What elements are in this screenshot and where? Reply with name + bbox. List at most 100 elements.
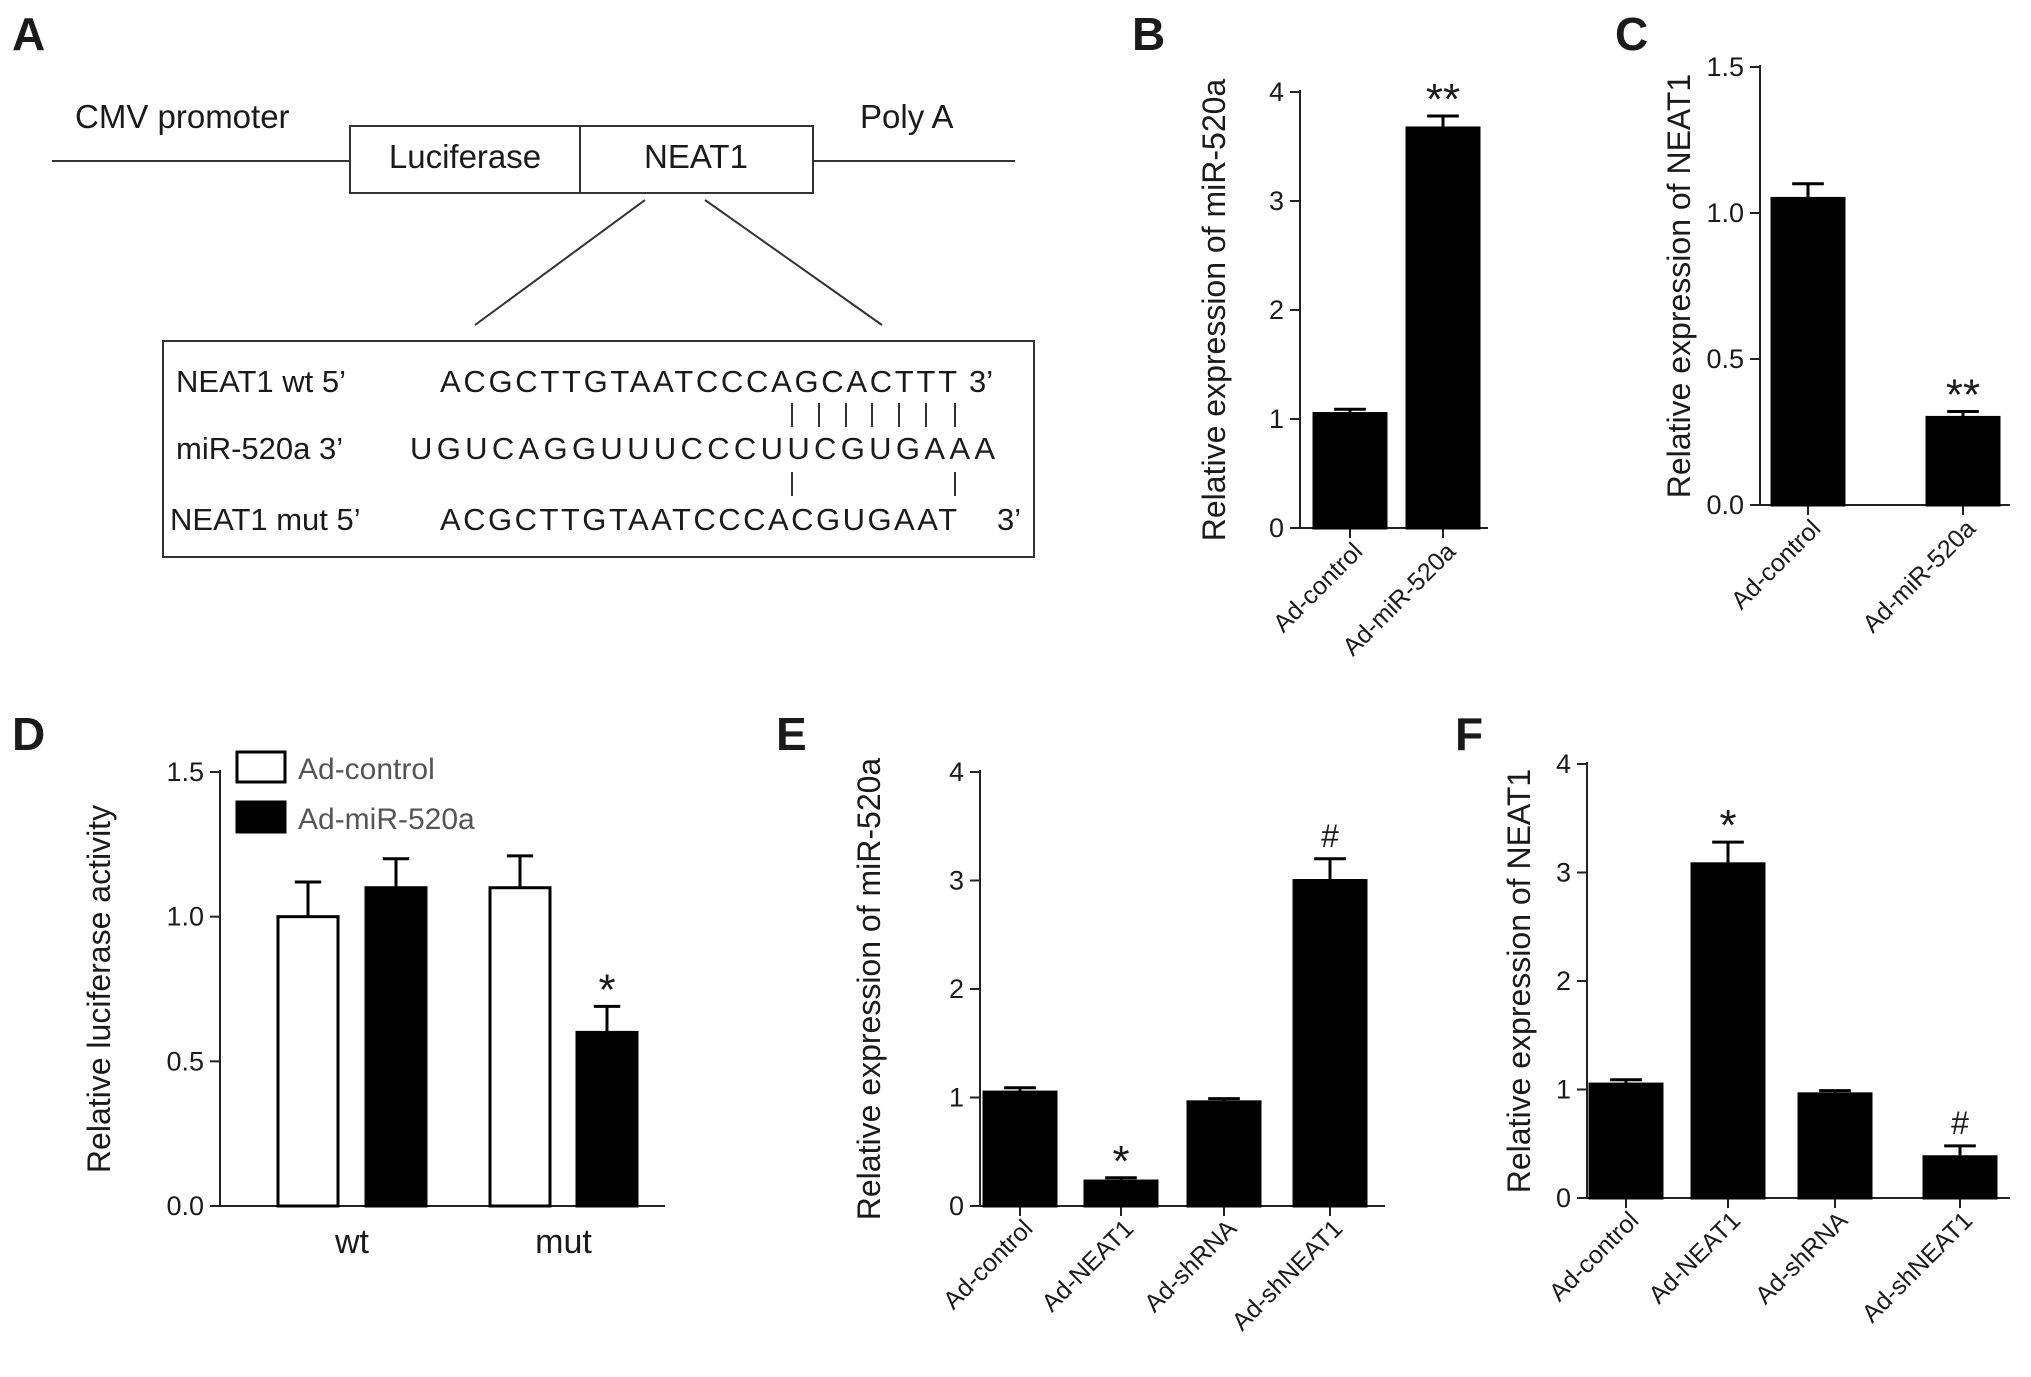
bar [1588,1082,1664,1200]
bar [1925,415,2001,507]
y-axis-title: Relative expression of NEAT1 [1501,769,1537,1193]
y-tick-label: 0.0 [1706,490,1744,520]
y-axis-title: Relative expression of NEAT1 [1661,74,1697,498]
y-tick-label: 0.5 [1706,344,1744,374]
bar [1922,1155,1998,1200]
zoom-line-left [474,199,646,326]
x-category-label: Ad-control [1726,514,1826,614]
y-tick-label: 0 [1556,1183,1571,1213]
legend-label: Ad-miR-520a [298,803,475,836]
y-tick-label: 2 [1556,966,1571,996]
significance-mark: * [1719,801,1736,850]
luciferase-box-label: Luciferase [389,138,541,175]
significance-mark: * [1112,1137,1129,1186]
y-tick-label: 2 [949,974,964,1004]
panel-b-label: B [1132,8,1165,60]
x-category-label: Ad-control [1268,537,1368,637]
cmv-promoter-label: CMV promoter [75,98,290,135]
panel-e-chart: E 0 1 2 3 4 Relative expression of miR-520a Ad-… [776,708,1385,1336]
bar [1690,862,1766,1200]
y-tick-label: 1 [949,1083,964,1113]
wt-pairing-ticks [791,403,956,427]
significance-mark: # [1321,818,1339,854]
mut-pairing-ticks [791,472,956,496]
seq-row-mut-end: 3’ [997,502,1021,537]
y-tick-label: 0.5 [166,1046,204,1076]
significance-mark: # [1951,1105,1969,1141]
luciferase-box [349,125,581,194]
legend-label: Ad-control [298,753,435,786]
y-tick-label: 3 [949,866,964,896]
panel-d-chart: D 0.0 0.5 1.0 1.5 Relative luciferase activit… [12,708,665,1261]
y-tick-label: 3 [1269,186,1284,216]
seq-row-mut-label: NEAT1 mut 5’ [170,502,361,537]
panel-a-label: A [12,8,45,60]
panel-f-chart: F 0 1 2 3 4 Relative expression of NEAT1Ad-con… [1455,708,2010,1328]
x-category-label: Ad-shNEAT1 [1857,1206,1979,1328]
seq-row-wt-sequence: ACGCTTGTAATCCCAGCACTTT [440,364,957,399]
panel-b-chart: B 0 1 2 3 4 Relative expression of miR-520a Ad-… [1132,8,1488,661]
bar [364,886,428,1208]
zoom-line-right [704,199,883,326]
bar [1292,879,1368,1208]
x-category-label: Ad-NEAT1 [1036,1214,1139,1317]
seq-row-mut-sequence: ACGCTTGTAATCCCACGUGAAT [440,502,957,537]
sequence-box [162,340,1035,558]
bar [1797,1092,1873,1200]
y-tick-label: 4 [1556,749,1571,779]
panel-c-label: C [1615,8,1648,60]
seq-row-mir-sequence: UGUCAGGUUUCCCUUCGUGAAA [410,431,995,466]
significance-mark: ** [1426,75,1460,124]
y-axis-title: Relative expression of miR-520a [851,758,887,1221]
y-tick-label: 2 [1269,295,1284,325]
y-axis-title: Relative luciferase activity [81,805,117,1173]
bar [982,1090,1058,1208]
panel-a-diagram: A CMV promoter Poly A Luciferase NEAT1 N… [12,8,1035,558]
y-tick-label: 4 [949,757,964,787]
y-tick-label: 0 [949,1191,964,1221]
y-tick-label: 1.0 [1706,198,1744,228]
panel-d-label: D [12,708,45,760]
bar [276,915,340,1208]
seq-row-wt-end: 3’ [969,364,993,399]
x-category-label: Ad-shNEAT1 [1227,1214,1349,1336]
x-category-label: Ad-miR-520a [1857,514,1981,638]
y-tick-label: 1.0 [166,902,204,932]
x-group-label: mut [535,1223,592,1261]
panel-c-chart: C 0.0 0.5 1.0 1.5 Relative expression of NEAT… [1615,8,2010,638]
panel-f-label: F [1455,708,1483,760]
y-tick-label: 1 [1269,404,1284,434]
neat1-box-label: NEAT1 [644,138,748,175]
x-category-label: Ad-control [1544,1206,1644,1306]
x-category-label: Ad-control [938,1214,1038,1314]
bar [1405,126,1481,530]
y-tick-label: 1.5 [166,757,204,787]
bar [575,1030,639,1208]
bar [1083,1179,1159,1208]
legend-swatch [235,800,287,834]
poly-a-label: Poly A [860,98,954,135]
bar [1186,1100,1262,1208]
significance-mark: ** [1946,371,1980,420]
seq-row-wt-label: NEAT1 wt 5’ [176,364,346,399]
panel-e-label: E [776,708,807,760]
y-tick-label: 3 [1556,858,1571,888]
y-tick-label: 1.5 [1706,52,1744,82]
y-tick-label: 0 [1269,513,1284,543]
neat1-box [579,125,814,194]
bar [1770,196,1846,507]
y-axis-title: Relative expression of miR-520a [1196,79,1232,542]
y-tick-label: 1 [1556,1075,1571,1105]
x-category-label: Ad-shRNA [1139,1214,1243,1318]
bar [1312,412,1388,530]
significance-mark: * [598,965,615,1014]
legend-swatch [235,750,287,784]
x-category-label: Ad-NEAT1 [1643,1206,1746,1309]
bar [488,886,552,1208]
x-category-label: Ad-shRNA [1750,1206,1854,1310]
y-tick-label: 4 [1269,77,1284,107]
y-tick-label: 0.0 [166,1191,204,1221]
x-group-label: wt [334,1223,370,1261]
seq-row-mir-label: miR-520a 3’ [176,431,343,466]
